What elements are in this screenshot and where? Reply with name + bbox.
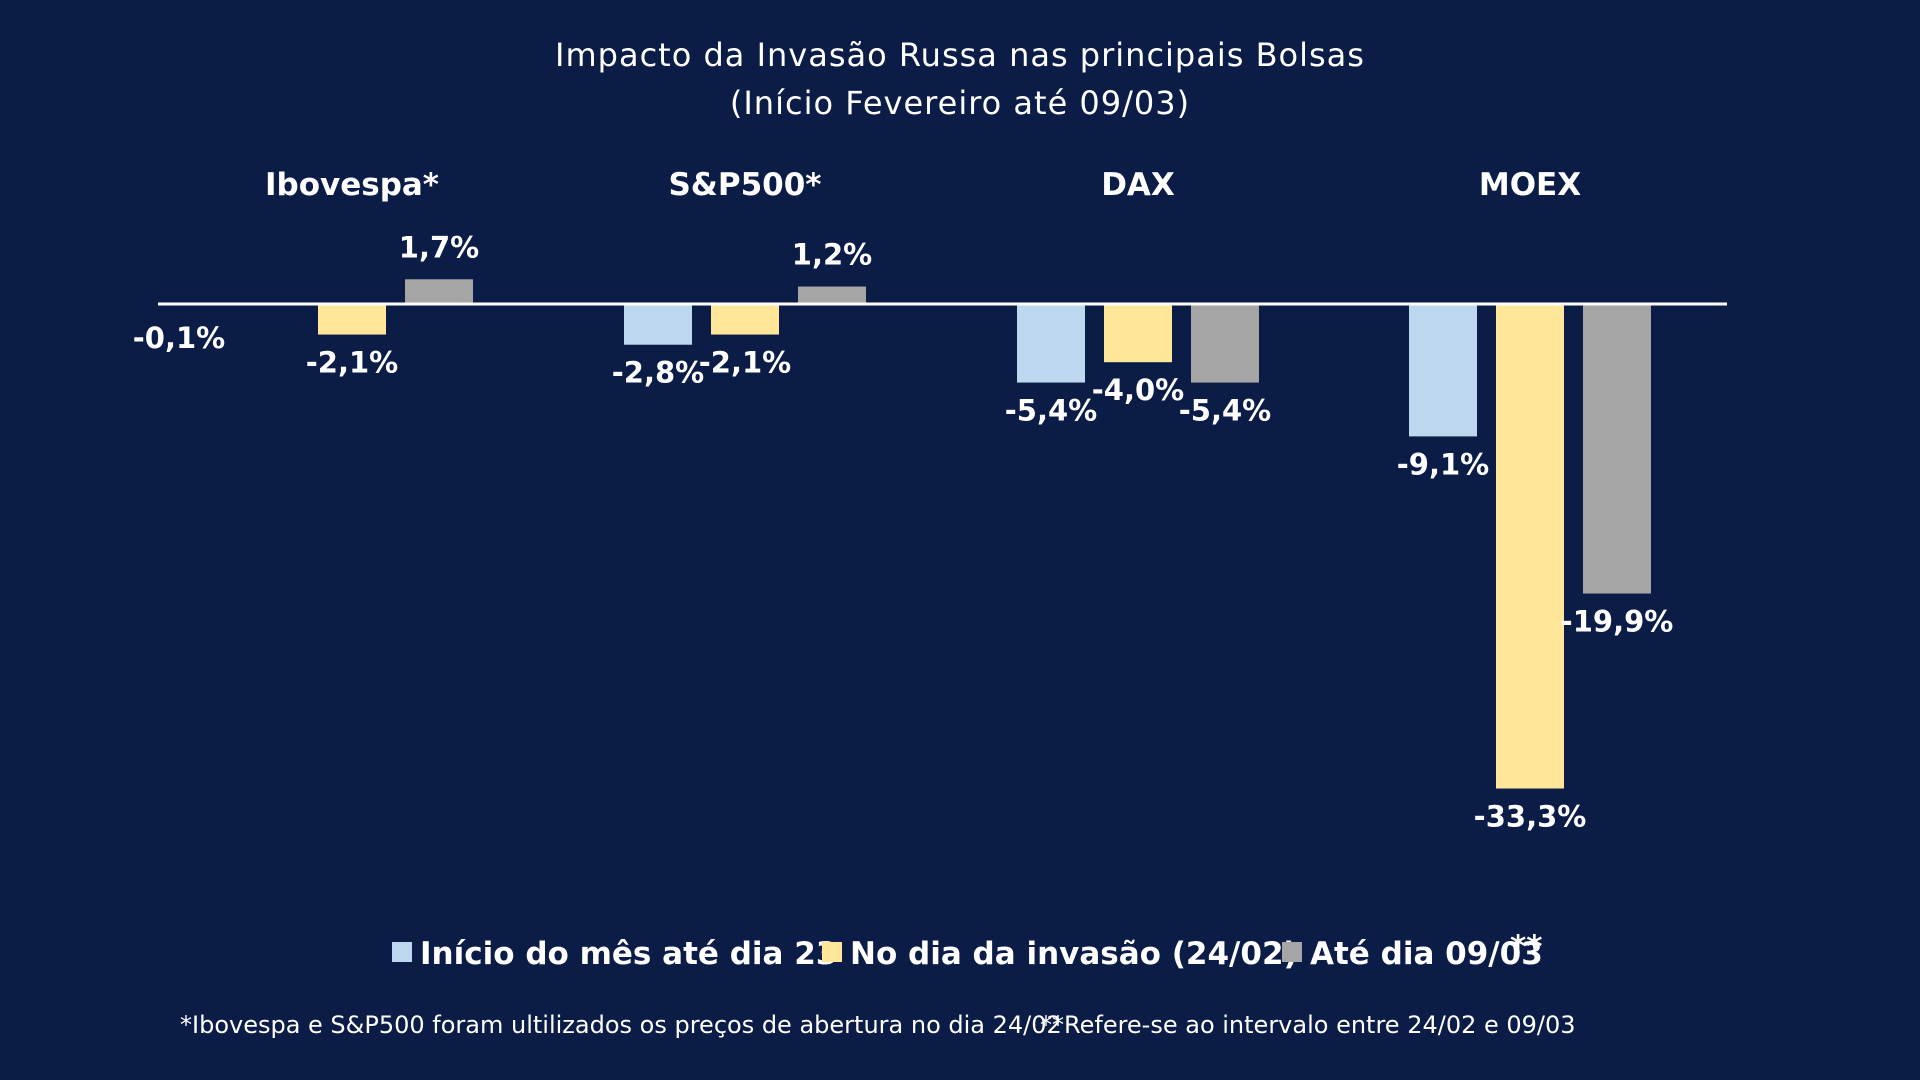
bar: [711, 304, 779, 335]
legend-swatch: [392, 942, 412, 962]
bar: [405, 279, 473, 304]
bar: [1017, 304, 1085, 383]
legend-swatch: [1282, 942, 1302, 962]
value-label: -4,0%: [1092, 373, 1184, 407]
value-labels: -0,1% -2,8% -5,4% -9,1% -2,1% -2,1% -4,0% -33,3…: [133, 230, 1674, 833]
category-labels: Ibovespa* S&P500* DAX MOEX: [265, 167, 1581, 203]
value-label: -5,4%: [1179, 394, 1271, 428]
value-label: -9,1%: [1397, 447, 1489, 481]
value-label: -33,3%: [1474, 800, 1587, 834]
value-label: -2,8%: [612, 356, 704, 390]
bar: [1409, 304, 1477, 437]
legend: Início do mês até dia 23 No dia da invasã…: [392, 929, 1543, 972]
value-label: -2,1%: [699, 346, 791, 380]
bar: [1104, 304, 1172, 363]
legend-label: Início do mês até dia 23: [420, 936, 837, 972]
value-label: -0,1%: [133, 321, 225, 355]
bar: [624, 304, 692, 345]
value-label: 1,7%: [399, 230, 479, 264]
category-label: DAX: [1101, 167, 1175, 203]
category-label: S&P500*: [668, 167, 821, 203]
bar: [1496, 304, 1564, 789]
category-label: MOEX: [1479, 167, 1581, 203]
value-label: -5,4%: [1005, 394, 1097, 428]
bars: [231, 279, 1651, 789]
value-label: -2,1%: [306, 346, 398, 380]
legend-label: No dia da invasão (24/02): [850, 936, 1298, 972]
chart-title: Impacto da Invasão Russa nas principais …: [555, 36, 1365, 74]
chart-subtitle: (Início Fevereiro até 09/03): [730, 84, 1190, 122]
footnote-left: *Ibovespa e S&P500 foram ultilizados os …: [180, 1011, 1062, 1039]
value-label: -19,9%: [1561, 605, 1674, 639]
legend-label: Até dia 09/03: [1310, 936, 1543, 972]
bar: [1191, 304, 1259, 383]
footnote-right: **Refere-se ao intervalo entre 24/02 e 0…: [1040, 1011, 1576, 1039]
bar: [798, 286, 866, 304]
bar: [1583, 304, 1651, 594]
value-label: 1,2%: [792, 238, 872, 272]
category-label: Ibovespa*: [265, 167, 439, 203]
legend-swatch: [822, 942, 842, 962]
legend-label-suffix: **: [1510, 929, 1542, 965]
bar: [318, 304, 386, 335]
